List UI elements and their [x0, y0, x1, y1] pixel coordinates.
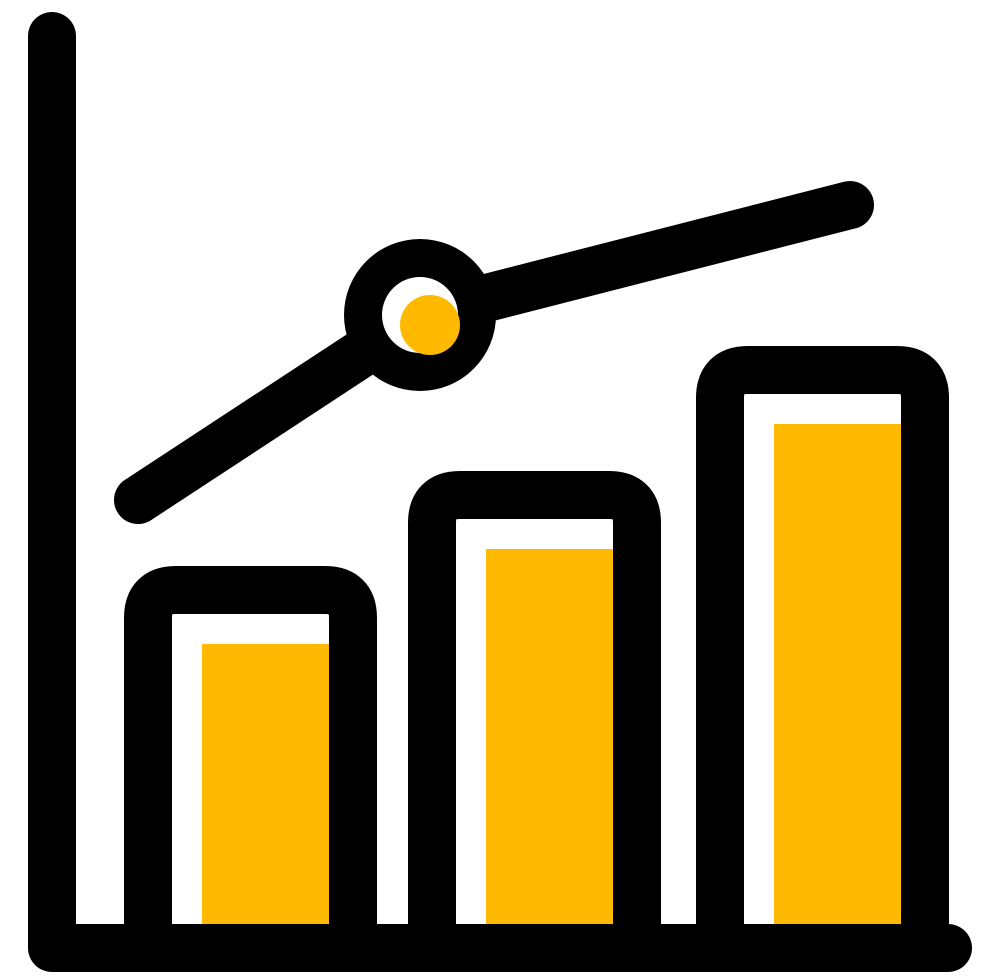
- bar-chart-icon: [0, 0, 982, 980]
- trend-marker-fill: [400, 295, 460, 355]
- bar-2-fill: [486, 549, 613, 948]
- bar-3-fill: [774, 424, 901, 948]
- bar-1-fill: [202, 644, 329, 948]
